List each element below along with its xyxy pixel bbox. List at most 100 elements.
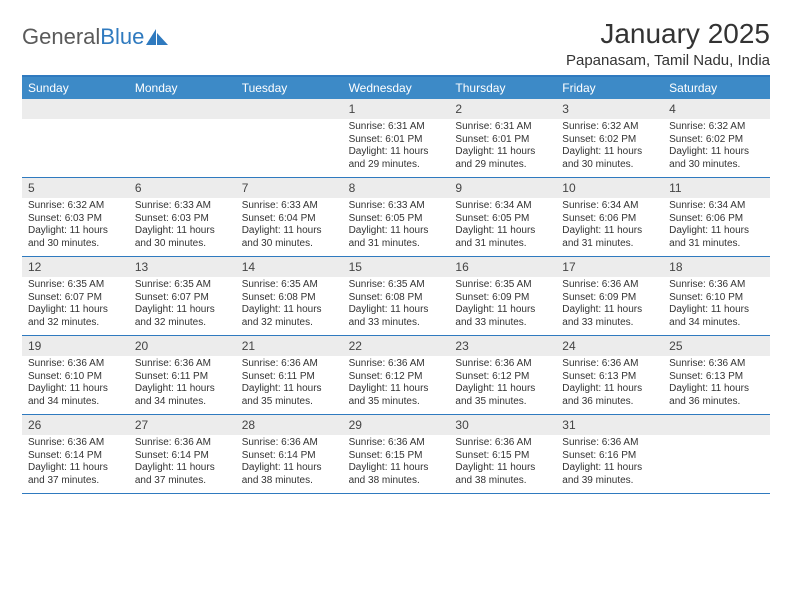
- day-number: 11: [663, 178, 770, 198]
- day-cell: [22, 119, 129, 177]
- day-number: 20: [129, 336, 236, 356]
- day-number: 21: [236, 336, 343, 356]
- day-cell: [236, 119, 343, 177]
- day-cell: Sunrise: 6:36 AM Sunset: 6:14 PM Dayligh…: [129, 435, 236, 493]
- day-cell: Sunrise: 6:35 AM Sunset: 6:08 PM Dayligh…: [343, 277, 450, 335]
- day-number: [129, 99, 236, 119]
- day-cell: Sunrise: 6:36 AM Sunset: 6:10 PM Dayligh…: [663, 277, 770, 335]
- day-content-row: Sunrise: 6:35 AM Sunset: 6:07 PM Dayligh…: [22, 277, 770, 335]
- day-cell: Sunrise: 6:31 AM Sunset: 6:01 PM Dayligh…: [449, 119, 556, 177]
- day-cell: Sunrise: 6:36 AM Sunset: 6:13 PM Dayligh…: [556, 356, 663, 414]
- day-cell: Sunrise: 6:33 AM Sunset: 6:05 PM Dayligh…: [343, 198, 450, 256]
- location-label: Papanasam, Tamil Nadu, India: [566, 52, 770, 69]
- day-number: 31: [556, 415, 663, 435]
- sail-icon: [146, 29, 168, 45]
- day-number: 18: [663, 257, 770, 277]
- calendar-week: 19202122232425Sunrise: 6:36 AM Sunset: 6…: [22, 336, 770, 415]
- day-number: 1: [343, 99, 450, 119]
- day-number: 2: [449, 99, 556, 119]
- day-number: 10: [556, 178, 663, 198]
- day-number: [22, 99, 129, 119]
- day-number: [236, 99, 343, 119]
- month-title: January 2025: [566, 18, 770, 50]
- title-block: January 2025 Papanasam, Tamil Nadu, Indi…: [566, 18, 770, 69]
- day-number: 26: [22, 415, 129, 435]
- day-number: 8: [343, 178, 450, 198]
- day-cell: Sunrise: 6:32 AM Sunset: 6:02 PM Dayligh…: [556, 119, 663, 177]
- weekday-label: Sunday: [22, 77, 129, 99]
- day-number: 13: [129, 257, 236, 277]
- day-number: 24: [556, 336, 663, 356]
- day-cell: Sunrise: 6:36 AM Sunset: 6:15 PM Dayligh…: [343, 435, 450, 493]
- day-cell: Sunrise: 6:36 AM Sunset: 6:12 PM Dayligh…: [343, 356, 450, 414]
- brand-first: General: [22, 24, 100, 50]
- day-cell: Sunrise: 6:35 AM Sunset: 6:09 PM Dayligh…: [449, 277, 556, 335]
- day-number-row: 12131415161718: [22, 257, 770, 277]
- day-number: 29: [343, 415, 450, 435]
- calendar-week: 1234Sunrise: 6:31 AM Sunset: 6:01 PM Day…: [22, 99, 770, 178]
- day-number: 15: [343, 257, 450, 277]
- day-number: 6: [129, 178, 236, 198]
- day-cell: Sunrise: 6:35 AM Sunset: 6:07 PM Dayligh…: [129, 277, 236, 335]
- day-content-row: Sunrise: 6:32 AM Sunset: 6:03 PM Dayligh…: [22, 198, 770, 256]
- day-cell: Sunrise: 6:36 AM Sunset: 6:14 PM Dayligh…: [236, 435, 343, 493]
- day-cell: Sunrise: 6:36 AM Sunset: 6:14 PM Dayligh…: [22, 435, 129, 493]
- day-number: 30: [449, 415, 556, 435]
- day-number-row: 1234: [22, 99, 770, 119]
- day-cell: Sunrise: 6:34 AM Sunset: 6:06 PM Dayligh…: [663, 198, 770, 256]
- day-cell: Sunrise: 6:36 AM Sunset: 6:11 PM Dayligh…: [236, 356, 343, 414]
- day-cell: Sunrise: 6:33 AM Sunset: 6:03 PM Dayligh…: [129, 198, 236, 256]
- day-cell: Sunrise: 6:31 AM Sunset: 6:01 PM Dayligh…: [343, 119, 450, 177]
- day-number: 28: [236, 415, 343, 435]
- day-cell: Sunrise: 6:32 AM Sunset: 6:03 PM Dayligh…: [22, 198, 129, 256]
- weekday-label: Friday: [556, 77, 663, 99]
- day-number-row: 567891011: [22, 178, 770, 198]
- calendar-week: 12131415161718Sunrise: 6:35 AM Sunset: 6…: [22, 257, 770, 336]
- day-number-row: 262728293031: [22, 415, 770, 435]
- day-cell: Sunrise: 6:33 AM Sunset: 6:04 PM Dayligh…: [236, 198, 343, 256]
- day-cell: Sunrise: 6:34 AM Sunset: 6:06 PM Dayligh…: [556, 198, 663, 256]
- day-number: 4: [663, 99, 770, 119]
- day-number: 17: [556, 257, 663, 277]
- calendar-grid: Sunday Monday Tuesday Wednesday Thursday…: [22, 75, 770, 494]
- day-number: [663, 415, 770, 435]
- day-cell: Sunrise: 6:36 AM Sunset: 6:16 PM Dayligh…: [556, 435, 663, 493]
- day-number: 12: [22, 257, 129, 277]
- day-content-row: Sunrise: 6:36 AM Sunset: 6:10 PM Dayligh…: [22, 356, 770, 414]
- day-number-row: 19202122232425: [22, 336, 770, 356]
- weekday-label: Saturday: [663, 77, 770, 99]
- weekday-header: Sunday Monday Tuesday Wednesday Thursday…: [22, 77, 770, 99]
- calendar-week: 567891011Sunrise: 6:32 AM Sunset: 6:03 P…: [22, 178, 770, 257]
- day-number: 7: [236, 178, 343, 198]
- calendar-week: 262728293031Sunrise: 6:36 AM Sunset: 6:1…: [22, 415, 770, 494]
- day-number: 19: [22, 336, 129, 356]
- weeks-container: 1234Sunrise: 6:31 AM Sunset: 6:01 PM Day…: [22, 99, 770, 494]
- day-number: 3: [556, 99, 663, 119]
- day-cell: Sunrise: 6:36 AM Sunset: 6:09 PM Dayligh…: [556, 277, 663, 335]
- brand-logo: GeneralBlue: [22, 18, 168, 50]
- day-number: 9: [449, 178, 556, 198]
- day-number: 22: [343, 336, 450, 356]
- day-cell: Sunrise: 6:35 AM Sunset: 6:08 PM Dayligh…: [236, 277, 343, 335]
- day-cell: Sunrise: 6:36 AM Sunset: 6:11 PM Dayligh…: [129, 356, 236, 414]
- day-cell: Sunrise: 6:34 AM Sunset: 6:05 PM Dayligh…: [449, 198, 556, 256]
- weekday-label: Monday: [129, 77, 236, 99]
- day-number: 25: [663, 336, 770, 356]
- weekday-label: Tuesday: [236, 77, 343, 99]
- day-cell: Sunrise: 6:36 AM Sunset: 6:15 PM Dayligh…: [449, 435, 556, 493]
- day-cell: [663, 435, 770, 493]
- weekday-label: Wednesday: [343, 77, 450, 99]
- day-cell: Sunrise: 6:36 AM Sunset: 6:12 PM Dayligh…: [449, 356, 556, 414]
- day-cell: Sunrise: 6:36 AM Sunset: 6:10 PM Dayligh…: [22, 356, 129, 414]
- day-cell: Sunrise: 6:36 AM Sunset: 6:13 PM Dayligh…: [663, 356, 770, 414]
- weekday-label: Thursday: [449, 77, 556, 99]
- day-cell: [129, 119, 236, 177]
- page-header: GeneralBlue January 2025 Papanasam, Tami…: [22, 18, 770, 69]
- day-number: 5: [22, 178, 129, 198]
- day-number: 23: [449, 336, 556, 356]
- day-content-row: Sunrise: 6:31 AM Sunset: 6:01 PM Dayligh…: [22, 119, 770, 177]
- day-cell: Sunrise: 6:35 AM Sunset: 6:07 PM Dayligh…: [22, 277, 129, 335]
- day-number: 16: [449, 257, 556, 277]
- day-content-row: Sunrise: 6:36 AM Sunset: 6:14 PM Dayligh…: [22, 435, 770, 493]
- day-number: 14: [236, 257, 343, 277]
